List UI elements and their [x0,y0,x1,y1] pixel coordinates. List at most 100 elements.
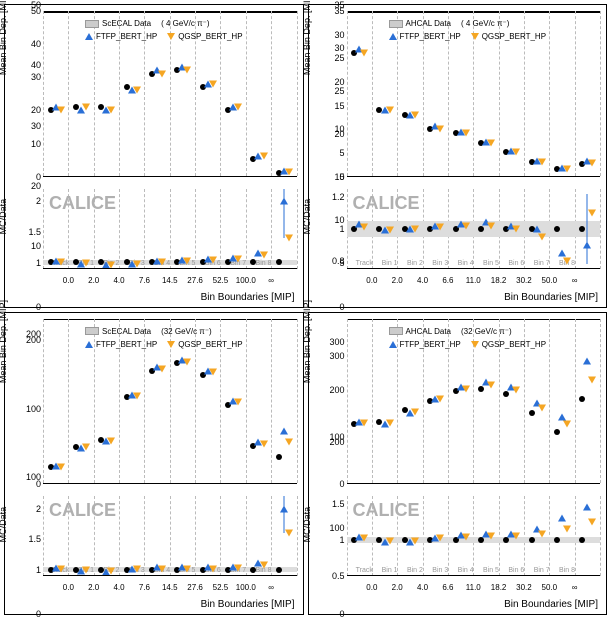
ratio-marker-ftfp [533,225,541,232]
marker-data [554,429,560,435]
ytick: 30 [7,121,41,131]
marker-qgsp [234,399,242,406]
legend-ftfp: FTFP_BERT_HP [96,340,157,349]
xboundary: ∞ [268,276,274,285]
ytick-upper: 200 [309,385,345,395]
ratio-marker-qgsp [538,531,546,538]
xboundary: 50.0 [542,276,558,285]
marker-qgsp [563,165,571,172]
legend: ScECAL Data(32 GeV/c π⁻)FTFP_BERT_HPQGSP… [85,327,287,349]
ratio-marker-qgsp [209,256,217,263]
xboundary: 2.0 [88,583,99,592]
ratio-marker-qgsp [386,227,394,234]
ytick-upper: 15 [309,101,345,111]
ytick-lower: 1 [309,224,345,234]
marker-qgsp [209,80,217,87]
xboundary: ∞ [572,276,578,285]
ytick-upper: 10 [5,139,41,149]
xboundary: 4.0 [113,276,124,285]
ytick-upper: 25 [309,53,345,63]
ratio-marker-qgsp [209,565,217,572]
ytick-upper: 40 [5,39,41,49]
ytick-upper: 10 [309,124,345,134]
legend: ScECAL Data( 4 GeV/c π⁻)FTFP_BERT_HPQGSP… [85,19,287,41]
ytick-lower: 0.5 [309,571,345,581]
xboundary: 6.6 [442,276,453,285]
calice-label: CALICE [353,193,420,214]
ytick-lower: 1.5 [309,499,345,509]
legend-data: ScECAL Data [102,327,151,336]
ytick: 100 [311,523,345,533]
ratio-marker-qgsp [538,233,546,240]
legend-qgsp: QGSP_BERT_HP [482,340,546,349]
ratio-marker-qgsp [183,258,191,265]
ratio-marker-data [478,537,484,543]
ratio-marker-data [250,259,256,265]
ratio-marker-qgsp [260,252,268,259]
ytick-upper: 35 [309,6,345,16]
ratio-marker-ftfp [558,249,566,256]
x-axis-title: Bin Boundaries [MIP] [201,292,295,303]
binname: Bin 5 [483,567,499,574]
ytick-lower: 0.8 [309,256,345,266]
y-axis-title-lower: MC/Data [0,506,8,542]
xboundary: 4.0 [113,583,124,592]
upper-plot: AHCAL Data(32 GeV/c π⁻)FTFP_BERT_HPQGSP_… [347,319,601,485]
ratio-marker-qgsp [234,255,242,262]
ratio-marker-data [478,226,484,232]
panel-bl: 0100200ScECAL Data(32 GeV/c π⁻)FTFP_BERT… [4,312,304,616]
ratio-marker-data [579,226,585,232]
xboundary: 0.0 [63,276,74,285]
ratio-marker-qgsp [563,525,571,532]
legend-energy: (32 GeV/c π⁻) [461,327,512,336]
lower-plot: CALICETrackBin 1Bin 2Bin 3Bin 4Bin 5Bin … [347,189,601,269]
ratio-marker-qgsp [183,565,191,572]
ratio-marker-qgsp [436,224,444,231]
y-axis-title-upper: Mean Bin Dep. [MIP] [302,0,312,76]
marker-qgsp [538,158,546,165]
xboundary: ∞ [268,583,274,592]
marker-qgsp [588,159,596,166]
binname: Bin 1 [382,260,398,267]
marker-qgsp [360,420,368,427]
ratio-marker-qgsp [462,222,470,229]
ratio-marker-data [529,537,535,543]
xboundary: 7.6 [139,276,150,285]
calice-label: CALICE [49,500,116,521]
y-axis-title-upper: Mean Bin Dep. [MIP] [0,300,8,383]
ratio-marker-qgsp [360,224,368,231]
xboundary: 0.0 [366,276,377,285]
marker-qgsp [487,382,495,389]
ytick-lower: 1 [5,258,41,268]
ytick: 25 [311,86,345,96]
marker-qgsp [512,149,520,156]
ratio-marker-qgsp [563,257,571,264]
binname: Bin 1 [382,567,398,574]
marker-data [478,386,484,392]
panel-br: 0100200300AHCAL Data(32 GeV/c π⁻)FTFP_BE… [308,312,608,616]
ytick: 10 [7,241,41,251]
upper-plot: AHCAL Data( 4 GeV/c π⁻)FTFP_BERT_HPQGSP_… [347,11,601,177]
xboundary: 6.6 [442,583,453,592]
marker-qgsp [133,393,141,400]
marker-qgsp [57,106,65,113]
xboundary: 30.2 [516,276,532,285]
ratio-marker-qgsp [285,530,293,537]
marker-qgsp [462,130,470,137]
y-axis-title-upper: Mean Bin Dep. [MIP] [0,0,8,76]
binname: Bin 2 [407,567,423,574]
ytick-lower: 2 [5,196,41,206]
marker-qgsp [538,404,546,411]
ratio-marker-data [579,537,585,543]
y-axis-title-upper: Mean Bin Dep. [MIP] [302,300,312,383]
marker-data [579,396,585,402]
ytick-upper: 50 [5,6,41,16]
ratio-marker-qgsp [133,566,141,573]
binname: Track [356,567,373,574]
marker-qgsp [209,369,217,376]
binname: Bin 8 [256,260,272,267]
ytick: 0 [7,609,41,619]
xboundary: 100.0 [236,276,256,285]
ratio-marker-qgsp [487,222,495,229]
xboundary: 14.5 [162,583,178,592]
